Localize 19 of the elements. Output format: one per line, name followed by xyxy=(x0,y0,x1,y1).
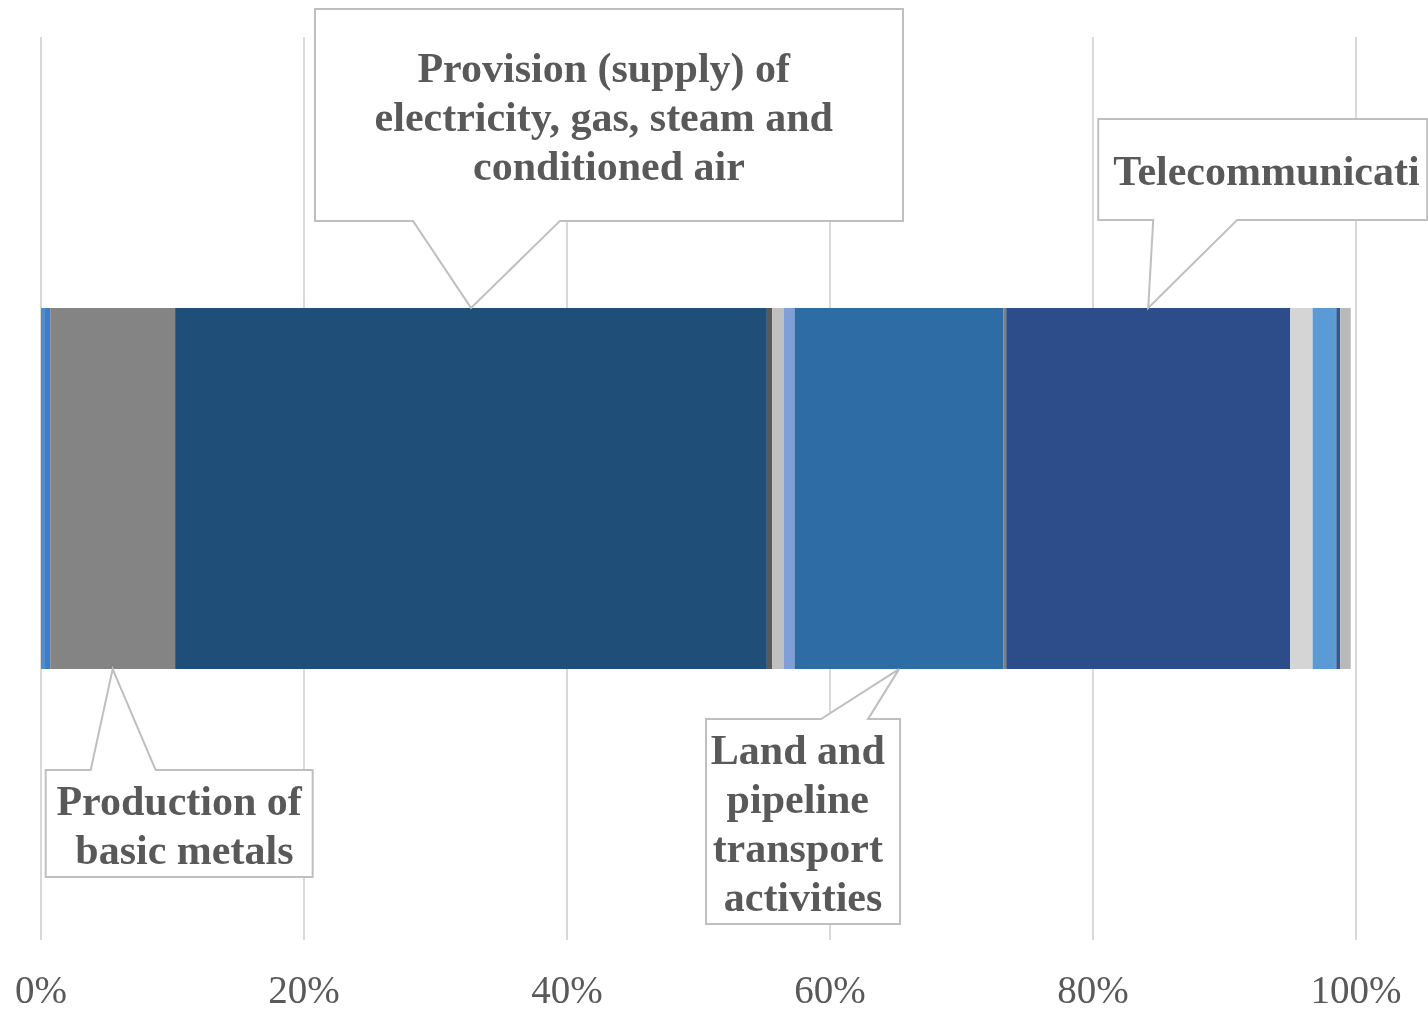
bar xyxy=(1336,307,1341,670)
bar xyxy=(766,307,773,670)
bar xyxy=(1290,307,1313,670)
bar xyxy=(41,307,45,670)
series-label: Land and pipeline transport activities xyxy=(710,727,896,921)
bar xyxy=(1340,307,1351,670)
text: Provision (supply) of electricity, gas, steam and conditioned air xyxy=(374,44,844,189)
bar xyxy=(783,307,795,670)
text: Production of basic metals xyxy=(56,778,303,874)
x-tick-label: 0% xyxy=(15,968,67,1010)
bar xyxy=(772,307,784,670)
bar xyxy=(44,307,51,670)
bar xyxy=(1312,307,1335,670)
x-tick-label: 100% xyxy=(1310,968,1402,1010)
x-tick-label: 20% xyxy=(268,968,340,1010)
x-tick-label: 80% xyxy=(1057,968,1129,1010)
x-tick-label: 40% xyxy=(531,968,603,1010)
text: Telecommunicati xyxy=(1113,148,1420,195)
x-tick-label: 60% xyxy=(794,968,866,1010)
